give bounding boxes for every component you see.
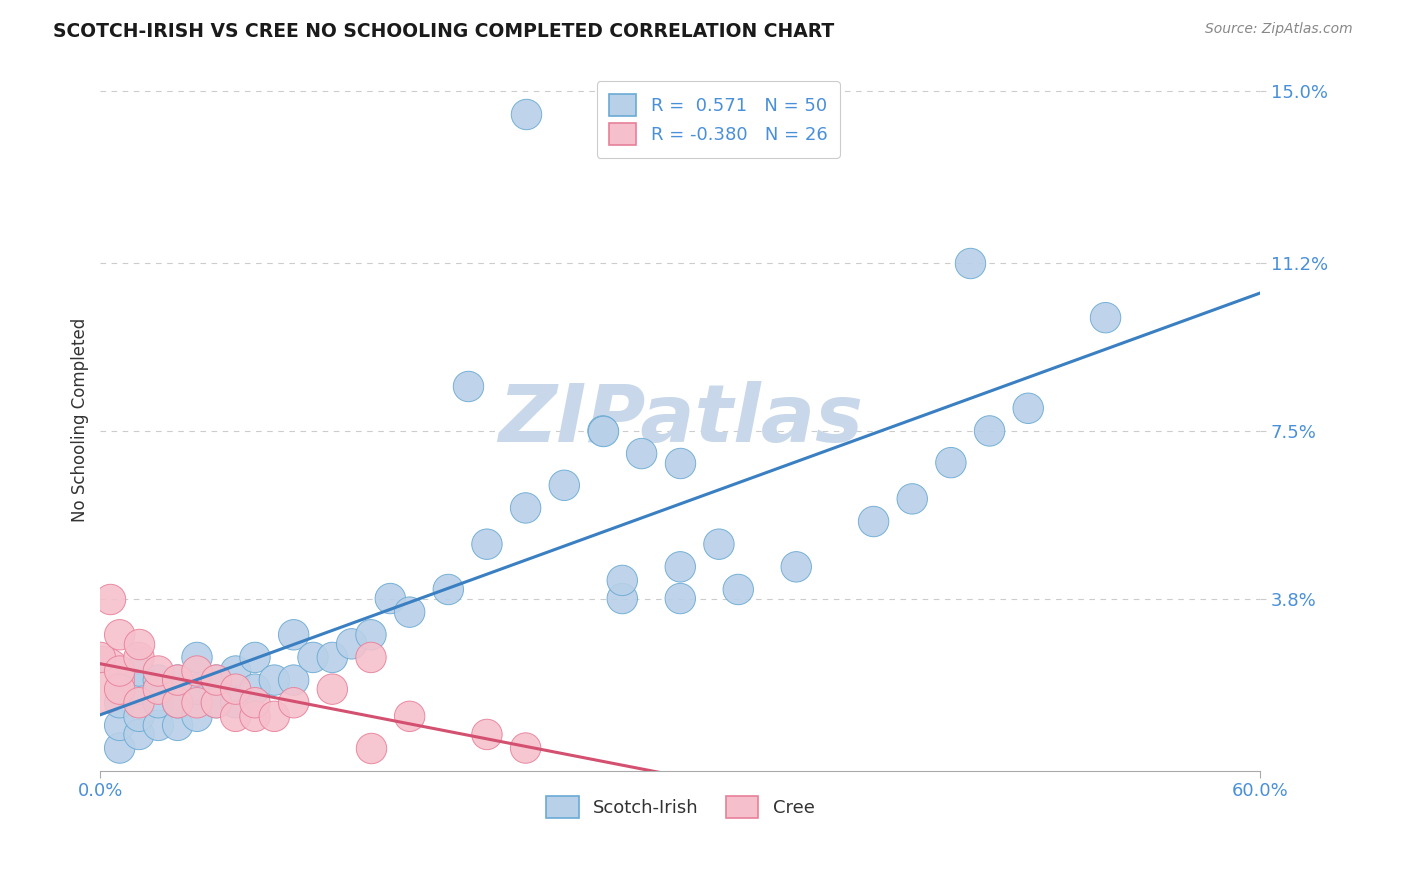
- Point: [515, 107, 537, 121]
- Point: [862, 515, 884, 529]
- Y-axis label: No Schooling Completed: No Schooling Completed: [72, 318, 89, 522]
- Point: [128, 727, 150, 741]
- Point: [186, 650, 208, 665]
- Point: [186, 682, 208, 697]
- Point: [707, 537, 730, 551]
- Point: [263, 673, 285, 687]
- Point: [785, 559, 807, 574]
- Point: [108, 741, 131, 756]
- Point: [108, 682, 131, 697]
- Point: [437, 582, 460, 597]
- Point: [283, 628, 305, 642]
- Point: [939, 456, 962, 470]
- Point: [128, 709, 150, 723]
- Point: [225, 696, 247, 710]
- Point: [128, 637, 150, 651]
- Point: [515, 741, 537, 756]
- Point: [630, 447, 652, 461]
- Point: [225, 664, 247, 678]
- Point: [302, 650, 325, 665]
- Point: [128, 696, 150, 710]
- Point: [979, 424, 1001, 438]
- Point: [553, 478, 575, 492]
- Point: [128, 664, 150, 678]
- Point: [515, 500, 537, 515]
- Point: [475, 537, 498, 551]
- Point: [283, 673, 305, 687]
- Point: [89, 673, 111, 687]
- Point: [669, 591, 692, 606]
- Point: [98, 591, 121, 606]
- Point: [360, 741, 382, 756]
- Point: [398, 709, 420, 723]
- Point: [612, 591, 634, 606]
- Point: [108, 718, 131, 732]
- Legend: Scotch-Irish, Cree: Scotch-Irish, Cree: [538, 789, 821, 825]
- Point: [186, 709, 208, 723]
- Point: [1017, 401, 1039, 416]
- Point: [148, 682, 170, 697]
- Point: [612, 574, 634, 588]
- Point: [225, 709, 247, 723]
- Point: [475, 727, 498, 741]
- Point: [108, 664, 131, 678]
- Point: [148, 696, 170, 710]
- Point: [360, 628, 382, 642]
- Point: [205, 673, 228, 687]
- Point: [225, 682, 247, 697]
- Point: [263, 709, 285, 723]
- Point: [592, 424, 614, 438]
- Point: [186, 664, 208, 678]
- Point: [166, 696, 188, 710]
- Text: Source: ZipAtlas.com: Source: ZipAtlas.com: [1205, 22, 1353, 37]
- Point: [128, 682, 150, 697]
- Point: [243, 682, 266, 697]
- Point: [283, 696, 305, 710]
- Point: [243, 709, 266, 723]
- Point: [243, 696, 266, 710]
- Point: [166, 718, 188, 732]
- Point: [380, 591, 402, 606]
- Point: [148, 718, 170, 732]
- Point: [166, 673, 188, 687]
- Point: [727, 582, 749, 597]
- Point: [108, 628, 131, 642]
- Point: [108, 696, 131, 710]
- Point: [1094, 310, 1116, 325]
- Text: SCOTCH-IRISH VS CREE NO SCHOOLING COMPLETED CORRELATION CHART: SCOTCH-IRISH VS CREE NO SCHOOLING COMPLE…: [53, 22, 835, 41]
- Point: [360, 650, 382, 665]
- Point: [166, 696, 188, 710]
- Point: [457, 378, 479, 392]
- Point: [901, 491, 924, 506]
- Point: [321, 650, 343, 665]
- Point: [205, 696, 228, 710]
- Point: [243, 650, 266, 665]
- Point: [205, 696, 228, 710]
- Text: ZIPatlas: ZIPatlas: [498, 381, 863, 458]
- Point: [166, 673, 188, 687]
- Point: [148, 664, 170, 678]
- Point: [959, 256, 981, 270]
- Point: [669, 456, 692, 470]
- Point: [186, 696, 208, 710]
- Point: [205, 673, 228, 687]
- Point: [398, 605, 420, 619]
- Point: [89, 650, 111, 665]
- Point: [669, 559, 692, 574]
- Point: [321, 682, 343, 697]
- Point: [340, 637, 363, 651]
- Point: [148, 673, 170, 687]
- Point: [592, 424, 614, 438]
- Point: [128, 650, 150, 665]
